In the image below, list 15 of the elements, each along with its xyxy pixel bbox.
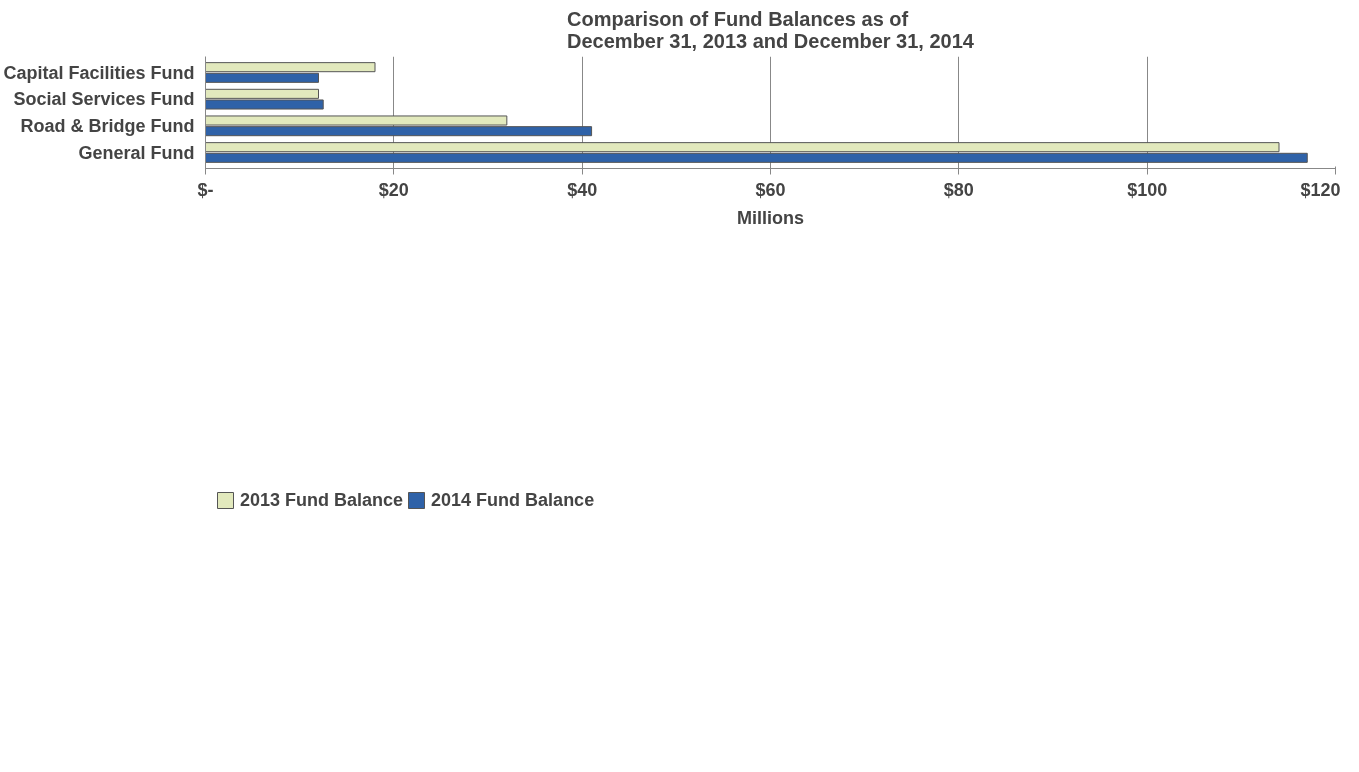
x-tick-label: $- — [197, 179, 214, 200]
y-tick-label: Social Services Fund — [13, 89, 195, 110]
x-tick-label: $80 — [943, 179, 974, 200]
chart-title: Comparison of Fund Balances as of December 31, 2013 and December 31, 2014 — [567, 7, 975, 52]
x-axis-title: Millions — [737, 207, 804, 228]
x-tick-label: $100 — [1127, 179, 1168, 200]
legend-label: 2013 Fund Balance — [240, 489, 404, 511]
y-tick-label: Capital Facilities Fund — [3, 62, 195, 83]
y-tick-label: General Fund — [78, 142, 195, 163]
x-tick-label: $20 — [378, 179, 409, 200]
x-tick-label: $40 — [567, 179, 598, 200]
legend-label: 2014 Fund Balance — [431, 489, 595, 511]
x-tick-label: $60 — [755, 179, 786, 200]
y-tick-label: Road & Bridge Fund — [20, 115, 195, 136]
x-tick-label: $120 — [1300, 179, 1341, 200]
